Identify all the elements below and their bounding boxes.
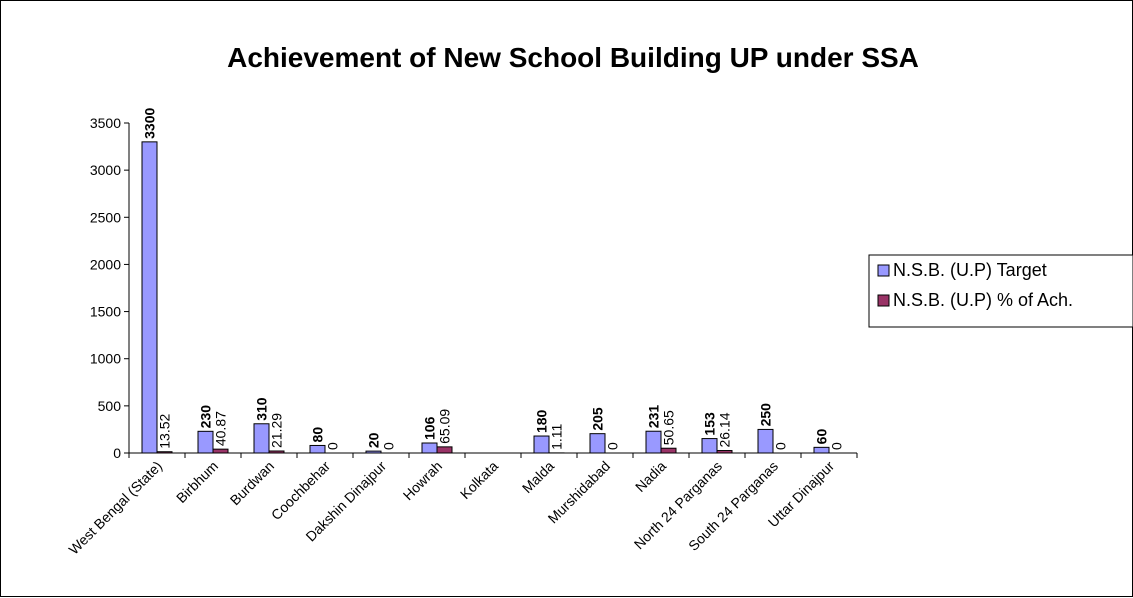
bar-target [758, 429, 773, 453]
data-label-achievement: 0 [829, 442, 845, 450]
data-label-target: 3300 [142, 107, 158, 138]
bar-achievement [157, 452, 172, 453]
data-label-achievement: 0 [773, 442, 789, 450]
data-label-achievement: 1.11 [549, 423, 565, 449]
data-labels: 3300 230 310 80 20 106 180 205 231 153 250 60 13.52 4… [142, 107, 845, 450]
y-tick-label: 2500 [90, 209, 121, 225]
data-label-achievement: 21.29 [269, 413, 285, 448]
data-label-achievement: 40.87 [213, 411, 229, 446]
data-label-achievement: 50.65 [661, 410, 677, 445]
bar-achievement [213, 449, 228, 453]
bar-target [534, 436, 549, 453]
y-tick-label: 1000 [90, 351, 121, 367]
bar-achievement [437, 447, 452, 453]
bar-target [142, 142, 157, 453]
category-label: Malda [519, 458, 557, 496]
data-label-achievement: 65.09 [437, 409, 453, 444]
bar-target [702, 439, 717, 453]
data-label-target: 153 [702, 412, 718, 436]
y-tick-label: 0 [113, 445, 121, 461]
category-label: Nadia [632, 458, 669, 495]
bars [142, 142, 829, 453]
category-label: Kolkata [457, 458, 501, 502]
bar-target [590, 434, 605, 453]
data-label-target: 205 [590, 407, 606, 431]
legend-label: N.S.B. (U.P) Target [893, 260, 1047, 280]
category-label: West Bengal (State) [65, 458, 165, 558]
data-label-target: 60 [814, 429, 830, 445]
category-label: Burdwan [227, 458, 277, 508]
bar-target [814, 447, 829, 453]
data-label-target: 20 [366, 432, 382, 448]
y-tick-label: 500 [98, 398, 122, 414]
bar-target [646, 431, 661, 453]
bar-target [310, 445, 325, 453]
y-tick-label: 2000 [90, 256, 121, 272]
bar-achievement [661, 448, 676, 453]
chart-title: Achievement of New School Building UP un… [227, 42, 919, 73]
bar-target [254, 424, 269, 453]
bar-target [366, 451, 381, 453]
y-tick-label: 3000 [90, 162, 121, 178]
data-label-target: 106 [422, 416, 438, 440]
data-label-achievement: 0 [605, 442, 621, 450]
data-label-achievement: 13.52 [157, 413, 173, 448]
data-label-target: 250 [758, 403, 774, 427]
legend-swatch [878, 265, 889, 276]
legend-swatch [878, 295, 889, 306]
bar-target [198, 431, 213, 453]
category-label: Howrah [400, 458, 445, 503]
bar-achievement [269, 451, 284, 453]
y-tick-label: 3500 [90, 115, 121, 131]
data-label-achievement: 0 [381, 442, 397, 450]
category-label: Birbhum [173, 458, 221, 506]
data-label-target: 230 [198, 405, 214, 429]
y-tick-label: 1500 [90, 304, 121, 320]
legend-label: N.S.B. (U.P) % of Ach. [893, 290, 1073, 310]
data-label-target: 180 [534, 409, 550, 433]
bar-target [422, 443, 437, 453]
data-label-achievement: 0 [325, 442, 341, 450]
data-label-target: 80 [310, 427, 326, 443]
data-label-target: 310 [254, 397, 270, 421]
data-label-target: 231 [646, 405, 662, 429]
legend: N.S.B. (U.P) Target N.S.B. (U.P) % of Ach… [869, 255, 1133, 327]
data-label-achievement: 26.14 [717, 412, 733, 447]
bar-achievement [717, 451, 732, 453]
